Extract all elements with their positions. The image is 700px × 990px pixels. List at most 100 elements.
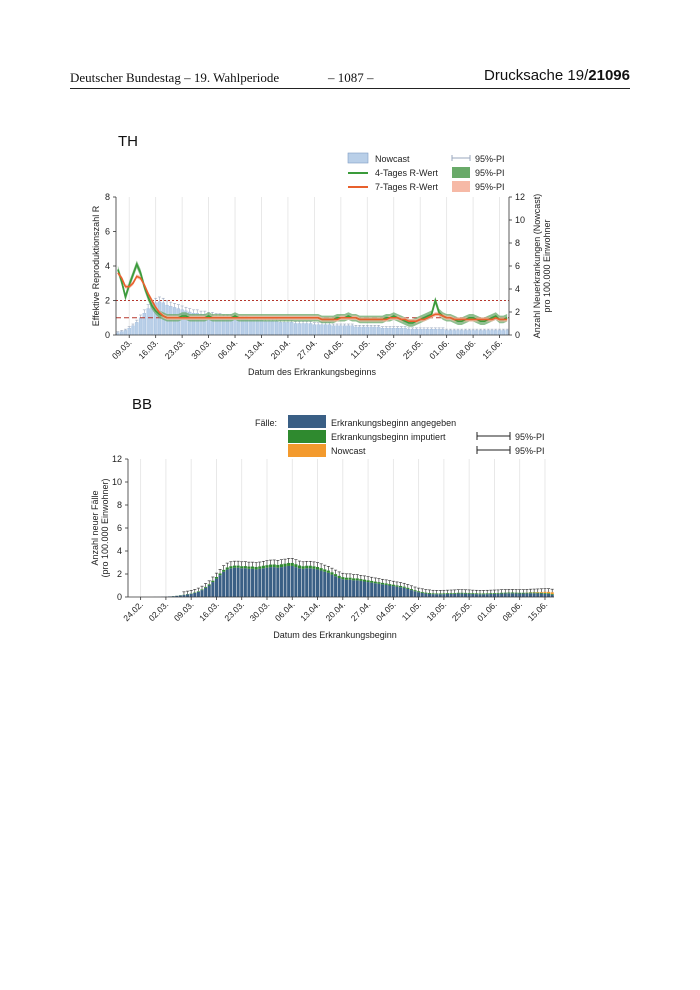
bb-y-ticks: 0 2 4 6 8 10 12 <box>112 454 128 602</box>
bb-bar-imputiert <box>211 580 215 583</box>
bb-bar-angegeben <box>366 582 370 597</box>
bb-bar-imputiert <box>352 578 356 581</box>
bb-bar-angegeben <box>417 592 421 597</box>
bb-bar-imputiert <box>521 592 525 594</box>
bb-bar-angegeben <box>478 594 482 597</box>
th-nowcast-bar <box>365 326 369 336</box>
bb-bar-angegeben <box>550 594 554 597</box>
th-r7-line <box>117 272 508 322</box>
bb-bar-angegeben <box>503 593 507 597</box>
bb-bar-angegeben <box>222 571 226 597</box>
bb-y-tick-label: 12 <box>112 454 122 464</box>
bb-bar-imputiert <box>269 564 273 568</box>
bb-legend-swatch-pi-2 <box>476 446 511 454</box>
bb-x-tick-label: 04.05. <box>374 599 398 623</box>
bb-bar-imputiert <box>536 592 540 594</box>
bb-bar-angegeben <box>528 593 533 597</box>
bb-bar-imputiert <box>438 593 442 595</box>
bb-bar-angegeben <box>290 565 294 597</box>
th-legend-label-pi-nowcast: 95%-PI <box>475 154 505 164</box>
bb-bar-angegeben <box>189 593 193 597</box>
bb-bar-angegeben <box>269 567 273 597</box>
bb-bar-imputiert <box>496 592 500 594</box>
bb-bar-angegeben <box>359 580 363 597</box>
bb-bar-angegeben <box>420 592 424 597</box>
bb-bar-imputiert <box>492 593 496 594</box>
th-nowcast-bar <box>407 329 411 336</box>
bb-x-tick-label: 24.02. <box>121 599 145 623</box>
th-x-tick-label: 27.04. <box>295 337 319 361</box>
bb-bar-angegeben <box>427 593 431 597</box>
bb-y-tick-label: 6 <box>117 523 122 533</box>
bb-bar-imputiert <box>341 577 345 580</box>
header-page-number: – 1087 – <box>328 70 374 85</box>
bb-bar-imputiert <box>290 562 294 566</box>
bb-bar-angegeben <box>543 593 547 597</box>
bb-bar-imputiert <box>399 585 403 588</box>
th-nowcast-bar <box>490 330 494 336</box>
th-nowcast-bar <box>278 322 283 336</box>
page-header: Deutscher Bundestag – 19. Wahlperiode – … <box>70 66 630 89</box>
bb-bar-angegeben <box>344 579 348 597</box>
bb-bar-imputiert <box>377 582 381 584</box>
th-nowcast-bar <box>475 330 479 336</box>
bb-bar-imputiert <box>507 592 511 594</box>
bb-bar-angegeben <box>236 567 240 597</box>
bb-bar-angegeben <box>388 585 392 597</box>
bb-bar-imputiert <box>330 572 334 575</box>
th-nowcast-bar <box>331 325 335 336</box>
bb-bar-angegeben <box>175 595 179 597</box>
bb-bar-angegeben <box>380 584 385 597</box>
th-legend-label-r7: 7-Tages R-Wert <box>375 182 438 192</box>
th-nowcast-bar <box>377 326 381 336</box>
bb-y-tick-label: 8 <box>117 500 122 510</box>
bb-bar-angegeben <box>521 593 525 597</box>
bb-bar-imputiert <box>435 593 439 595</box>
bb-x-tick-label: 09.03. <box>172 599 196 623</box>
bb-bar-imputiert <box>279 564 283 568</box>
bb-bar-imputiert <box>287 562 291 566</box>
bb-bar-angegeben <box>460 593 464 597</box>
bb-bar-angegeben <box>178 595 182 597</box>
bb-bar-imputiert <box>265 565 269 568</box>
bb-bar-angegeben <box>409 590 413 597</box>
bb-x-tick-label: 08.06. <box>500 599 524 623</box>
th-y2-tick-label: 8 <box>515 238 520 248</box>
th-nowcast-bar <box>422 329 426 336</box>
th-nowcast-bar <box>384 327 388 336</box>
bb-x-tick-label: 27.04. <box>349 599 373 623</box>
bb-bar-angegeben <box>496 593 500 597</box>
bb-bar-imputiert <box>550 594 554 595</box>
bb-bar-angegeben <box>471 594 475 597</box>
bb-bar-angegeben <box>287 565 291 597</box>
bb-bar-angegeben <box>204 587 208 597</box>
th-x-tick-label: 11.05. <box>348 337 371 360</box>
th-y-tick-label: 0 <box>105 330 110 340</box>
th-nowcast-bar <box>138 317 143 336</box>
th-y-tick-label: 6 <box>105 227 110 237</box>
bb-bar-angegeben <box>305 568 309 597</box>
th-legend-label-nowcast: Nowcast <box>375 154 410 164</box>
th-nowcast-bar <box>388 327 392 336</box>
bb-bar-imputiert <box>482 593 486 595</box>
th-y-tick-label: 4 <box>105 261 110 271</box>
th-nowcast-bar <box>267 321 271 336</box>
bb-bar-imputiert <box>474 593 478 595</box>
th-nowcast-bar <box>392 327 396 336</box>
bb-bar-imputiert <box>514 592 518 594</box>
bb-bar-imputiert <box>449 593 453 594</box>
bb-bar-imputiert <box>525 592 529 594</box>
th-x-tick-label: 30.03. <box>189 337 213 361</box>
th-nowcast-bar <box>380 327 385 336</box>
bb-bar-angegeben <box>539 593 543 597</box>
bb-bar-angegeben <box>362 581 367 597</box>
th-nowcast-bar <box>290 322 294 336</box>
th-nowcast-bar <box>460 330 464 336</box>
bb-bar-imputiert <box>247 566 251 569</box>
bb-bar-angegeben <box>435 594 439 597</box>
th-y2-tick-label: 0 <box>515 330 520 340</box>
bb-bar-angegeben <box>207 585 211 597</box>
bb-bar-imputiert <box>261 565 265 569</box>
bb-bar-imputiert <box>366 580 370 583</box>
th-nowcast-bar <box>335 325 339 336</box>
